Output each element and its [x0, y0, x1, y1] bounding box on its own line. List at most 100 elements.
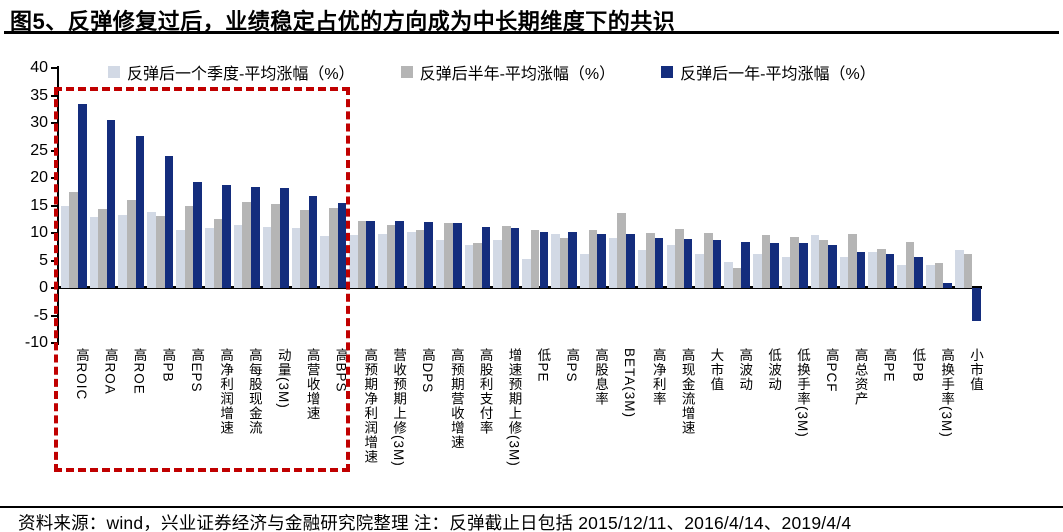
- bar: [60, 205, 70, 288]
- x-axis-label: 大市值: [708, 348, 724, 392]
- bar-group: [924, 68, 953, 343]
- bar: [626, 233, 635, 288]
- legend-swatch-half-year-icon: [400, 66, 413, 78]
- y-axis-tick-label: 35: [30, 86, 48, 104]
- bar: [877, 248, 886, 288]
- x-axis-label: 高波动: [737, 348, 753, 392]
- bar: [357, 221, 367, 288]
- bar-group: [578, 68, 607, 343]
- y-axis-tick-label: -10: [24, 334, 48, 351]
- bar-group: [607, 68, 636, 343]
- y-axis-tick-label: 30: [30, 114, 48, 131]
- bar: [963, 254, 973, 288]
- bar: [530, 230, 540, 288]
- bar: [193, 182, 202, 288]
- x-axis-label: 高预期净利润增速: [362, 348, 378, 464]
- bar: [424, 222, 433, 288]
- x-axis-label: 高预期营收增速: [448, 348, 464, 450]
- bar: [856, 251, 866, 288]
- x-axis-label: 高总资产: [852, 348, 868, 406]
- bar: [588, 229, 598, 288]
- x-axis-label: 低换手率(3M): [794, 348, 810, 438]
- x-axis-label: 小市值: [968, 348, 983, 392]
- bar: [712, 239, 722, 288]
- bar: [349, 235, 358, 288]
- bar-group: [492, 68, 521, 343]
- bar-group: [88, 68, 117, 343]
- legend-swatch-quarter-icon: [108, 66, 120, 78]
- bar: [954, 250, 964, 288]
- bar: [732, 268, 742, 288]
- bar-group: [549, 68, 578, 343]
- chart-legend: 反弹后一个季度-平均涨幅（%） 反弹后半年-平均涨幅（%） 反弹后一年-平均涨幅…: [108, 60, 876, 84]
- bar: [251, 186, 260, 288]
- bar-group: [319, 68, 348, 343]
- bar: [934, 263, 944, 288]
- x-axis-label: 营收预期上修(3M): [391, 348, 407, 467]
- bar: [184, 205, 194, 288]
- x-axis-label: 高PB: [160, 348, 176, 383]
- bar: [972, 288, 981, 321]
- bar-group: [146, 68, 175, 343]
- y-axis-line: [57, 66, 59, 345]
- x-axis-label: 高BPS: [333, 348, 349, 393]
- x-axis-label: 高PCF: [823, 348, 839, 393]
- x-axis-label: 高ROE: [131, 348, 147, 395]
- x-axis-label: 高股息率: [593, 348, 609, 406]
- x-axis-label: 高换手率(3M): [939, 348, 955, 438]
- y-axis-tick-label: 5: [39, 251, 48, 269]
- legend-label-quarter: 反弹后一个季度-平均涨幅（%）: [127, 66, 355, 83]
- x-axis-label: 高ROIC: [73, 348, 89, 401]
- bar: [308, 195, 318, 288]
- bar: [905, 242, 915, 288]
- bar: [568, 231, 577, 288]
- source-note: 资料来源：wind，兴业证券经济与金融研究院整理 注：反弹截止日包括 2015/…: [18, 513, 852, 532]
- bar-group: [895, 68, 924, 343]
- bar: [493, 239, 503, 288]
- bar: [790, 236, 800, 288]
- bar: [914, 257, 924, 288]
- bar: [637, 249, 647, 288]
- bar: [386, 225, 396, 288]
- y-axis-tick-label: 40: [30, 59, 48, 76]
- bar-group: [290, 68, 319, 343]
- bar: [242, 202, 252, 288]
- bar-group: [722, 68, 751, 343]
- x-axis-label: 增速预期上修(3M): [506, 348, 522, 467]
- x-axis-label: 高股利支付率: [477, 348, 493, 435]
- title-underline-rule: [4, 31, 1059, 34]
- bar: [300, 209, 309, 288]
- y-axis-tick-label: 0: [39, 279, 48, 296]
- legend-swatch-one-year-icon: [661, 66, 674, 78]
- y-axis-tick-label: 15: [30, 196, 48, 214]
- bar: [502, 226, 511, 288]
- bar: [464, 245, 474, 288]
- bar-group: [59, 68, 88, 343]
- bar: [551, 233, 560, 288]
- bar-group: [838, 68, 867, 343]
- bar: [127, 200, 136, 288]
- x-axis-label: 高每股现金流: [246, 348, 262, 435]
- bar-group: [405, 68, 434, 343]
- bar: [522, 258, 531, 288]
- bar: [222, 184, 231, 288]
- bar: [770, 242, 779, 288]
- bar: [848, 234, 857, 288]
- bar: [118, 215, 128, 288]
- bar-group: [521, 68, 550, 343]
- y-axis-tick-label: 10: [30, 224, 48, 241]
- bar-group: [665, 68, 694, 343]
- legend-item-quarter: 反弹后一个季度-平均涨幅（%）: [108, 60, 355, 84]
- bar: [78, 103, 87, 288]
- x-axis-label: 高PS: [564, 348, 580, 383]
- y-axis-tick-label: -5: [33, 306, 48, 324]
- bar-group: [261, 68, 290, 343]
- x-axis-label: 低PE: [535, 348, 551, 383]
- bar: [539, 231, 549, 288]
- bar: [337, 202, 347, 288]
- bar: [683, 238, 693, 288]
- bar: [741, 241, 750, 288]
- bar: [435, 240, 445, 288]
- bar: [926, 264, 935, 288]
- x-axis-label: 高净利润增速: [218, 348, 234, 435]
